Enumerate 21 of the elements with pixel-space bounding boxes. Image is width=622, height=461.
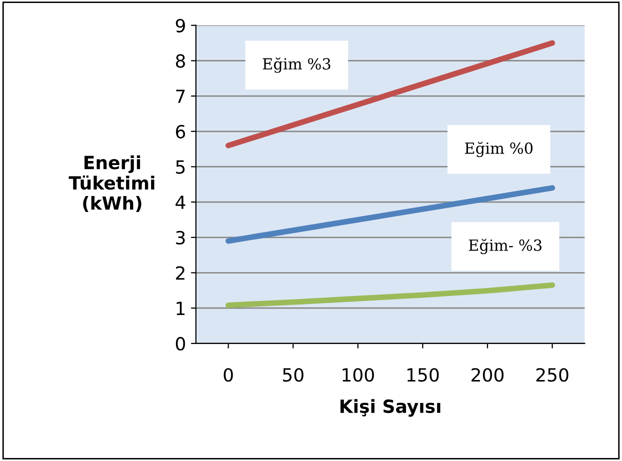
- annotation: Eğim %0: [465, 142, 533, 158]
- x-tick-label: 250: [536, 368, 568, 382]
- y-axis-title: Enerji Tüketimi (kWh): [68, 155, 154, 212]
- x-tick-label: 50: [283, 368, 304, 382]
- x-tick-label: 200: [472, 368, 504, 382]
- annotation: Eğim- %3: [468, 238, 542, 254]
- y-tick-label: 3: [176, 230, 185, 245]
- y-tick-label: 7: [176, 90, 185, 103]
- y-tick-label: 1: [176, 302, 185, 315]
- x-tick-label: 150: [407, 368, 439, 382]
- y-tick-label: 4: [176, 196, 186, 209]
- x-tick-label: 100: [342, 368, 374, 382]
- annotation: Eğim %3: [262, 57, 330, 73]
- y-tick-label: 0: [176, 336, 186, 351]
- x-axis-title: Kişi Sayısı: [340, 399, 440, 417]
- y-tick-label: 8: [176, 54, 185, 68]
- x-tick-label: 0: [224, 368, 233, 382]
- y-tick-label: 2: [176, 266, 184, 280]
- y-tick-label: 5: [176, 160, 185, 174]
- y-tick-label: 6: [176, 124, 186, 138]
- y-tick-label: 9: [176, 18, 185, 32]
